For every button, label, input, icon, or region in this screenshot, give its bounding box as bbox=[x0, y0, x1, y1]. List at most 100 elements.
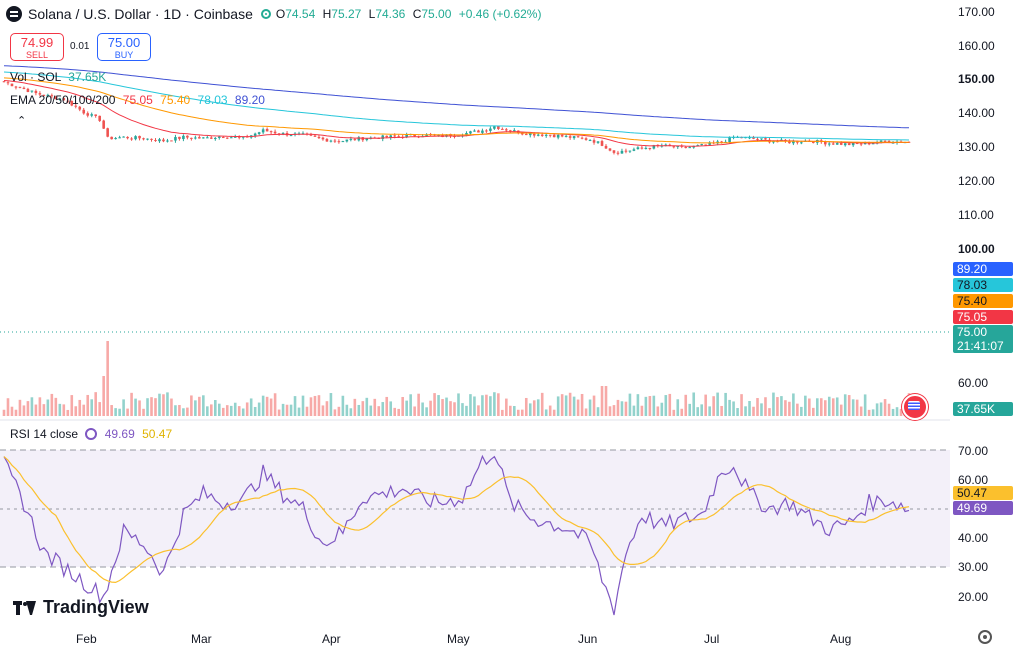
candle-body bbox=[612, 150, 616, 153]
candle-body bbox=[800, 142, 803, 144]
volume-bar bbox=[325, 401, 329, 416]
volume-bar bbox=[437, 395, 440, 416]
volume-bar bbox=[397, 408, 400, 416]
volume-bar bbox=[516, 409, 520, 416]
volume-bar bbox=[831, 398, 835, 416]
volume-bar bbox=[473, 396, 476, 416]
price-tick: 130.00 bbox=[958, 140, 995, 154]
rsi-tick: 40.00 bbox=[958, 531, 989, 545]
volume-value: 37.65K bbox=[68, 70, 107, 84]
candle-body bbox=[756, 138, 759, 140]
candle-body bbox=[548, 134, 552, 136]
candle-body bbox=[592, 140, 596, 143]
volume-bar bbox=[895, 407, 899, 416]
volume-bar bbox=[333, 409, 337, 416]
volume-bar bbox=[245, 402, 249, 416]
time-label: Jun bbox=[578, 632, 598, 646]
volume-bar bbox=[596, 407, 600, 416]
volume-bar bbox=[863, 394, 867, 416]
candle-body bbox=[580, 137, 584, 139]
volume-bar bbox=[676, 399, 680, 416]
rsi-legend[interactable]: RSI 14 close 49.69 50.47 bbox=[10, 427, 172, 441]
candle-body bbox=[30, 90, 34, 92]
rsi-ma-line bbox=[3, 456, 910, 584]
volume-bar bbox=[524, 397, 528, 416]
candle-body bbox=[672, 146, 676, 148]
candle-body bbox=[772, 141, 775, 143]
volume-bar bbox=[855, 399, 859, 416]
candle-body bbox=[572, 136, 576, 139]
volume-bar bbox=[728, 399, 731, 416]
volume-bar bbox=[190, 395, 193, 416]
ema100-line bbox=[3, 71, 910, 141]
candle-body bbox=[174, 137, 177, 141]
volume-bar bbox=[361, 401, 365, 416]
volume-bar bbox=[14, 409, 18, 416]
volume-bar bbox=[433, 393, 436, 416]
high-label: H bbox=[322, 7, 332, 21]
rsi-tick: 60.00 bbox=[958, 473, 989, 487]
candle-body bbox=[528, 133, 532, 136]
volume-bar bbox=[875, 403, 879, 416]
volume-bar bbox=[768, 408, 771, 416]
volume-bar bbox=[819, 398, 823, 416]
volume-bar bbox=[313, 395, 317, 416]
buy-button[interactable]: 75.00 BUY bbox=[97, 33, 151, 61]
candle-body bbox=[221, 137, 225, 139]
rsi-settings-icon[interactable] bbox=[85, 428, 98, 440]
volume-bar bbox=[409, 394, 412, 416]
volume-legend[interactable]: Vol · SOL 37.65K bbox=[10, 70, 106, 84]
time-label: Mar bbox=[191, 632, 212, 646]
volume-bar bbox=[540, 392, 544, 416]
volume-bar bbox=[82, 404, 86, 416]
candle-body bbox=[708, 142, 711, 145]
candle-body bbox=[640, 147, 644, 149]
collapse-legend-icon[interactable]: ⌃ bbox=[17, 115, 27, 127]
volume-bar bbox=[600, 386, 604, 416]
price-tick: 140.00 bbox=[958, 106, 995, 120]
settings-gear-icon[interactable] bbox=[978, 630, 992, 644]
volume-bar bbox=[118, 408, 121, 416]
volume-bar bbox=[887, 403, 891, 416]
volume-bar bbox=[74, 406, 78, 416]
candle-body bbox=[381, 135, 385, 139]
volume-bar bbox=[568, 392, 572, 416]
candle-body bbox=[134, 136, 137, 140]
candle-body bbox=[871, 143, 875, 145]
ema-legend[interactable]: EMA 20/50/100/200 75.05 75.40 78.03 89.2… bbox=[10, 93, 265, 107]
volume-bar bbox=[142, 408, 145, 416]
volume-bar bbox=[353, 398, 357, 416]
volume-bar bbox=[269, 398, 273, 416]
volume-bar bbox=[644, 396, 648, 416]
volume-bar bbox=[273, 393, 277, 416]
candle-body bbox=[309, 134, 313, 136]
volume-bar bbox=[788, 401, 791, 416]
us-flag-icon[interactable] bbox=[902, 394, 928, 420]
volume-bar bbox=[229, 405, 233, 416]
tradingview-logo[interactable]: TradingView bbox=[13, 597, 149, 618]
candle-body bbox=[879, 140, 883, 143]
symbol-title[interactable]: Solana / U.S. Dollar · 1D · Coinbase bbox=[28, 6, 253, 22]
volume-bar bbox=[692, 392, 696, 416]
candle-body bbox=[130, 138, 133, 140]
volume-bar bbox=[648, 396, 652, 416]
solana-logo-icon bbox=[6, 6, 22, 22]
volume-bar bbox=[461, 403, 464, 416]
candle-body bbox=[748, 137, 751, 139]
candle-body bbox=[501, 128, 504, 130]
volume-bar bbox=[891, 408, 895, 416]
candle-body bbox=[596, 141, 600, 143]
candle-body bbox=[38, 93, 42, 95]
volume-bar bbox=[206, 406, 209, 416]
volume-bar bbox=[839, 404, 843, 416]
sell-button[interactable]: 74.99 SELL bbox=[10, 33, 64, 61]
candle-body bbox=[62, 98, 66, 101]
volume-bar bbox=[843, 394, 847, 416]
volume-bar bbox=[281, 403, 285, 416]
candle-body bbox=[365, 138, 369, 141]
candle-body bbox=[883, 140, 887, 142]
candle-body bbox=[576, 136, 580, 138]
candle-body bbox=[138, 135, 141, 139]
volume-bar bbox=[393, 407, 397, 416]
